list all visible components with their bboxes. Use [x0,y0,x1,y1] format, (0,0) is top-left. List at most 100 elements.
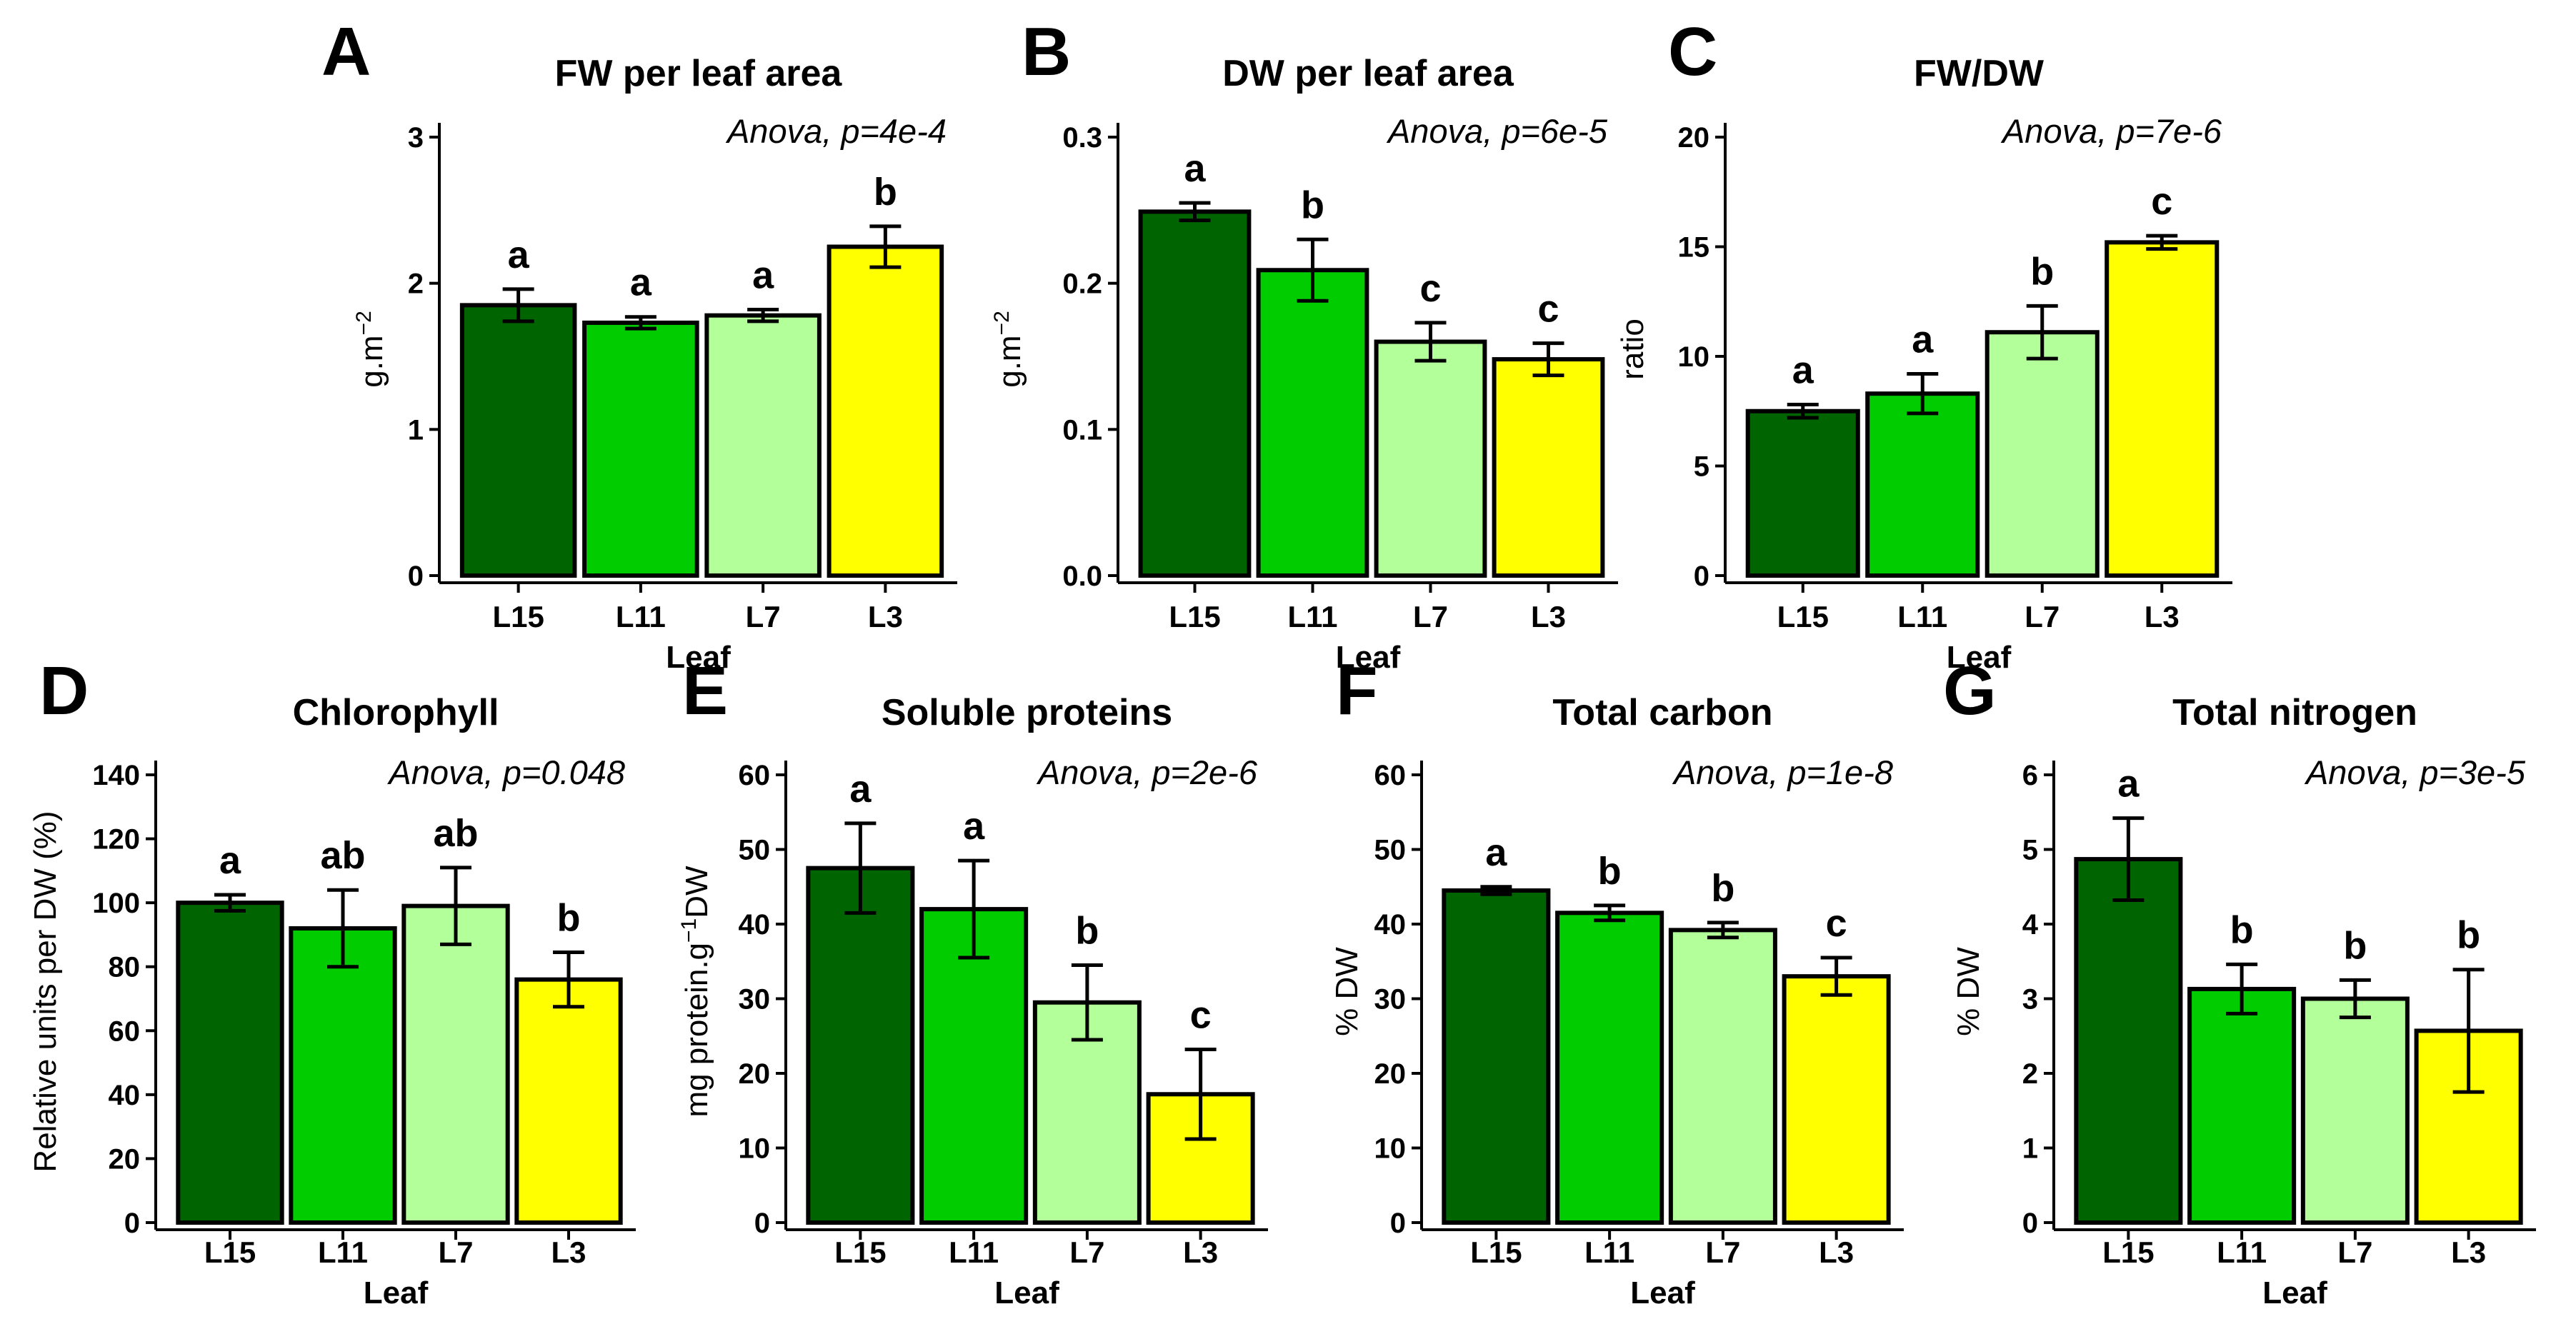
x-tick-label: L7 [1069,1235,1104,1269]
significance-letter: a [1792,349,1814,392]
y-tick-label: 0 [124,1208,140,1239]
error-bar-l11 [2226,962,2258,1015]
significance-letter: a [508,234,530,276]
panel-letter: E [682,653,728,729]
y-tick-label: 0.0 [1062,561,1102,592]
x-tick-label: L3 [2145,600,2180,633]
y-axis-title: % DW [1951,947,1986,1036]
y-tick-label: 15 [1678,232,1710,264]
y-tick-label: 60 [1374,760,1407,791]
x-tick-label: L3 [1531,600,1566,633]
x-axis-title: Leaf [2262,1275,2327,1310]
y-axis-title-superscript: −2 [990,311,1014,335]
significance-letter: ab [433,812,478,855]
y-axis-title-main: g.m [992,335,1027,387]
y-tick-label: 20 [739,1058,771,1090]
significance-letter: a [1912,319,1934,361]
bar-l7 [1668,928,1777,1225]
panel-letter: D [39,653,89,729]
y-tick-label: 0.1 [1062,414,1102,446]
bar-l15 [176,901,284,1225]
chart-title: FW per leaf area [555,53,843,94]
panel-letter: C [1668,14,1717,90]
significance-letter: a [849,768,872,811]
bar-l15 [1745,408,1860,578]
error-bar-l15 [214,893,246,913]
x-tick-label: L15 [2102,1235,2154,1269]
significance-letter: a [219,839,241,882]
bar-l15 [459,303,577,578]
significance-letter: c [2151,180,2172,223]
x-axis-title: Leaf [1630,1275,1695,1310]
y-tick-label: 120 [92,824,140,856]
bar-l15 [1442,888,1551,1225]
error-bar-l3 [1532,341,1564,378]
panel-letter: G [1943,653,1997,729]
y-tick-label: 6 [2022,760,2038,791]
error-bar-l15 [1480,885,1512,896]
bar-l11 [582,320,699,578]
error-bar-l11 [1594,903,1626,923]
error-bar-l15 [844,821,877,915]
error-bar-l11 [624,315,657,331]
error-bar-l15 [502,287,534,324]
y-axis-title: Relative units per DW (%) [28,811,63,1172]
y-tick-label: 4 [2022,909,2039,941]
y-tick-label: 40 [739,909,771,941]
bar-l11 [1865,391,1980,578]
anova-annotation: Anova, p=0.048 [386,753,625,791]
bar-l7 [401,903,510,1225]
error-bar-l3 [2452,968,2485,1094]
x-tick-label: L15 [492,600,544,633]
y-axis-title-main: Relative units per DW (%) [28,811,63,1172]
error-bar-l3 [2146,234,2178,251]
chart-title: Total nitrogen [2172,692,2417,733]
y-tick-label: 100 [92,888,140,919]
y-tick-label: 40 [109,1080,141,1111]
y-axis-title: mg protein.g−1DW [677,866,714,1118]
y-tick-label: 0 [1694,561,1709,592]
y-axis-title-main: % DW [1951,947,1986,1036]
significance-letter: a [963,805,985,848]
x-tick-label: L15 [204,1235,256,1269]
x-tick-label: L3 [2451,1235,2486,1269]
significance-letter: a [752,254,774,297]
y-axis-title-main: mg protein.g [679,943,714,1118]
bar-l15 [806,866,915,1225]
y-tick-label: 10 [1374,1133,1407,1165]
x-tick-label: L11 [949,1235,999,1269]
x-tick-label: L15 [1169,600,1220,633]
significance-letter: a [630,261,652,304]
panel-e: E Soluble proteins Anova, p=2e-6 0 10 20 30 40 5… [677,653,1268,1310]
anova-annotation: Anova, p=4e-4 [725,112,947,150]
bar-l3 [827,244,944,578]
y-tick-label: 20 [1678,122,1710,154]
bar-l15 [1138,209,1252,578]
x-axis-title: Leaf [364,1275,429,1310]
error-bar-l11 [327,888,359,969]
panel-letter: F [1336,653,1378,729]
significance-letter: b [1075,909,1099,952]
significance-letter: c [1419,267,1441,310]
error-bar-l7 [1707,921,1739,940]
y-tick-label: 20 [109,1143,141,1175]
panel-g: G Total nitrogen Anova, p=3e-5 0 1 2 3 4 5 6 % DW a… [1943,653,2536,1310]
bar-l7 [2300,996,2410,1225]
bar-l3 [2105,240,2220,578]
panel-letter: A [321,14,371,90]
error-bar-l11 [1907,372,1939,416]
error-bar-l3 [869,224,902,269]
x-tick-label: L3 [551,1235,586,1269]
bar-l11 [289,926,397,1225]
significance-letter: a [1184,147,1206,190]
error-bar-l7 [747,308,779,324]
y-tick-label: 0 [2022,1208,2038,1239]
x-tick-label: L11 [2217,1235,2267,1269]
x-tick-label: L11 [1584,1235,1634,1269]
x-tick-label: L7 [1413,600,1448,633]
y-tick-label: 60 [739,760,771,791]
y-tick-label: 2 [2022,1058,2038,1090]
x-axis-title: Leaf [1947,640,2012,675]
error-bar-l3 [1184,1048,1217,1141]
error-bar-l7 [2339,978,2371,1020]
